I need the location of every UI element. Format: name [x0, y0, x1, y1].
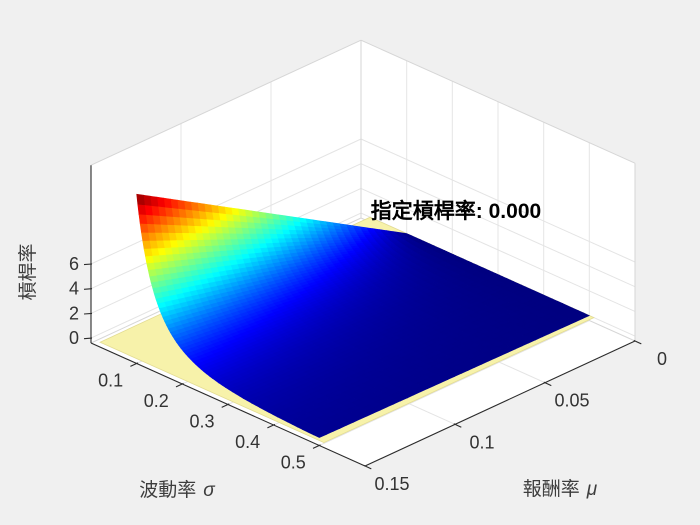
- z-tick-mark: [83, 263, 93, 266]
- annotation-text: 指定槓桿率: 0.000: [371, 199, 541, 223]
- edge-top-left: [90, 39, 362, 166]
- z-tick-label: 2: [69, 303, 79, 323]
- leverage-surface: [136, 193, 591, 438]
- z-tick-mark: [83, 337, 93, 340]
- sigma-symbol: σ: [203, 480, 216, 501]
- z-tick-label: 0: [69, 328, 79, 348]
- y-tick-label: 0.05: [554, 391, 589, 411]
- floor-grid-x: [319, 320, 590, 446]
- x-tick-label: 0.3: [189, 412, 214, 432]
- x-tick-label: 0.5: [281, 453, 306, 473]
- x-axis-label-text: 波動率: [139, 479, 196, 501]
- y-tick-mark: [453, 423, 462, 428]
- x-tick-label: 0.4: [235, 432, 260, 452]
- y-axis-label: 報酬率 μ: [523, 478, 598, 500]
- z-tick-mark: [83, 288, 93, 290]
- y-tick-label: 0: [657, 349, 667, 369]
- x-tick-mark: [267, 423, 276, 429]
- wall-grid-z-left: [90, 138, 362, 265]
- wall-grid-z-right: [360, 187, 636, 312]
- x-tick-label: 0.2: [144, 391, 169, 411]
- y-axis-label-text: 報酬率: [523, 478, 580, 500]
- x-tick-mark: [221, 403, 230, 408]
- y-tick-mark: [363, 464, 372, 470]
- x-tick-mark: [312, 444, 321, 449]
- x-tick-mark: [130, 362, 139, 367]
- x-tick-mark: [175, 382, 184, 388]
- mu-symbol: μ: [586, 479, 598, 500]
- x-axis-label: 波動率 σ: [139, 479, 216, 501]
- y-tick-mark: [543, 381, 552, 387]
- z-axis-label: 槓桿率: [17, 243, 39, 300]
- z-tick-label: 4: [69, 279, 79, 299]
- y-tick-label: 0.1: [469, 432, 494, 452]
- edge-top-right: [360, 39, 636, 164]
- y-tick-mark: [633, 339, 642, 345]
- x-tick-label: 0.1: [98, 371, 123, 391]
- wall-grid-z-right: [360, 138, 636, 263]
- wall-grid-z-right: [360, 163, 636, 288]
- y-axis-line: [364, 340, 636, 467]
- y-tick-label: 0.15: [374, 474, 409, 494]
- axis-lines-ticks: [83, 165, 642, 470]
- z-tick-mark: [83, 312, 93, 315]
- tick-labels: 0.1 0.2 0.3 0.4 0.5 0 0.05 0.1 0.15 0 2 4 6: [69, 254, 667, 494]
- z-tick-label: 6: [69, 254, 79, 274]
